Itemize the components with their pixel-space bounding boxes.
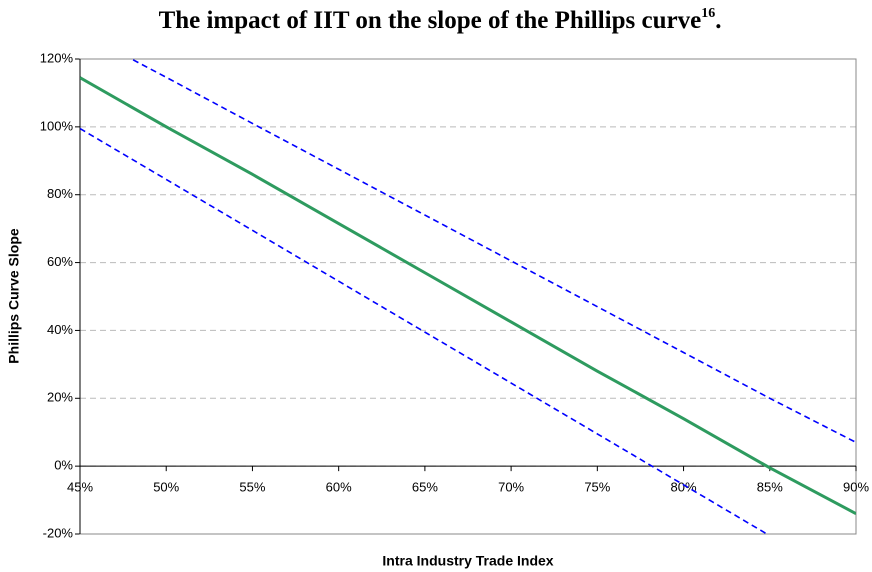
- chart-title: The impact of IIT on the slope of the Ph…: [159, 6, 722, 34]
- x-tick-label: 45%: [67, 480, 93, 495]
- series-line: [80, 76, 856, 515]
- x-tick-label: 65%: [412, 480, 438, 495]
- y-tick-label: 80%: [47, 186, 73, 201]
- y-tick-label: 0%: [54, 458, 73, 473]
- series-line: [129, 59, 856, 444]
- y-tick-label: 120%: [40, 50, 74, 65]
- x-tick-label: 75%: [584, 480, 610, 495]
- y-tick-label: -20%: [43, 525, 74, 540]
- y-tick-label: 40%: [47, 322, 73, 337]
- y-tick-label: 60%: [47, 254, 73, 269]
- x-tick-label: 70%: [498, 480, 524, 495]
- series-line: [80, 127, 769, 534]
- x-tick-label: 55%: [239, 480, 265, 495]
- x-tick-label: 60%: [326, 480, 352, 495]
- x-axis-label: Intra Industry Trade Index: [382, 553, 553, 569]
- title-footnote: 16: [701, 6, 715, 21]
- y-tick-label: 20%: [47, 390, 73, 405]
- x-tick-label: 85%: [757, 480, 783, 495]
- y-tick-label: 100%: [40, 118, 74, 133]
- x-tick-label: 80%: [671, 480, 697, 495]
- y-axis-label: Phillips Curve Slope: [6, 228, 22, 364]
- title-end: .: [715, 7, 721, 34]
- title-text: The impact of IIT on the slope of the Ph…: [159, 7, 702, 34]
- x-tick-label: 50%: [153, 480, 179, 495]
- x-tick-label: 90%: [843, 480, 869, 495]
- plot-area: [80, 59, 856, 534]
